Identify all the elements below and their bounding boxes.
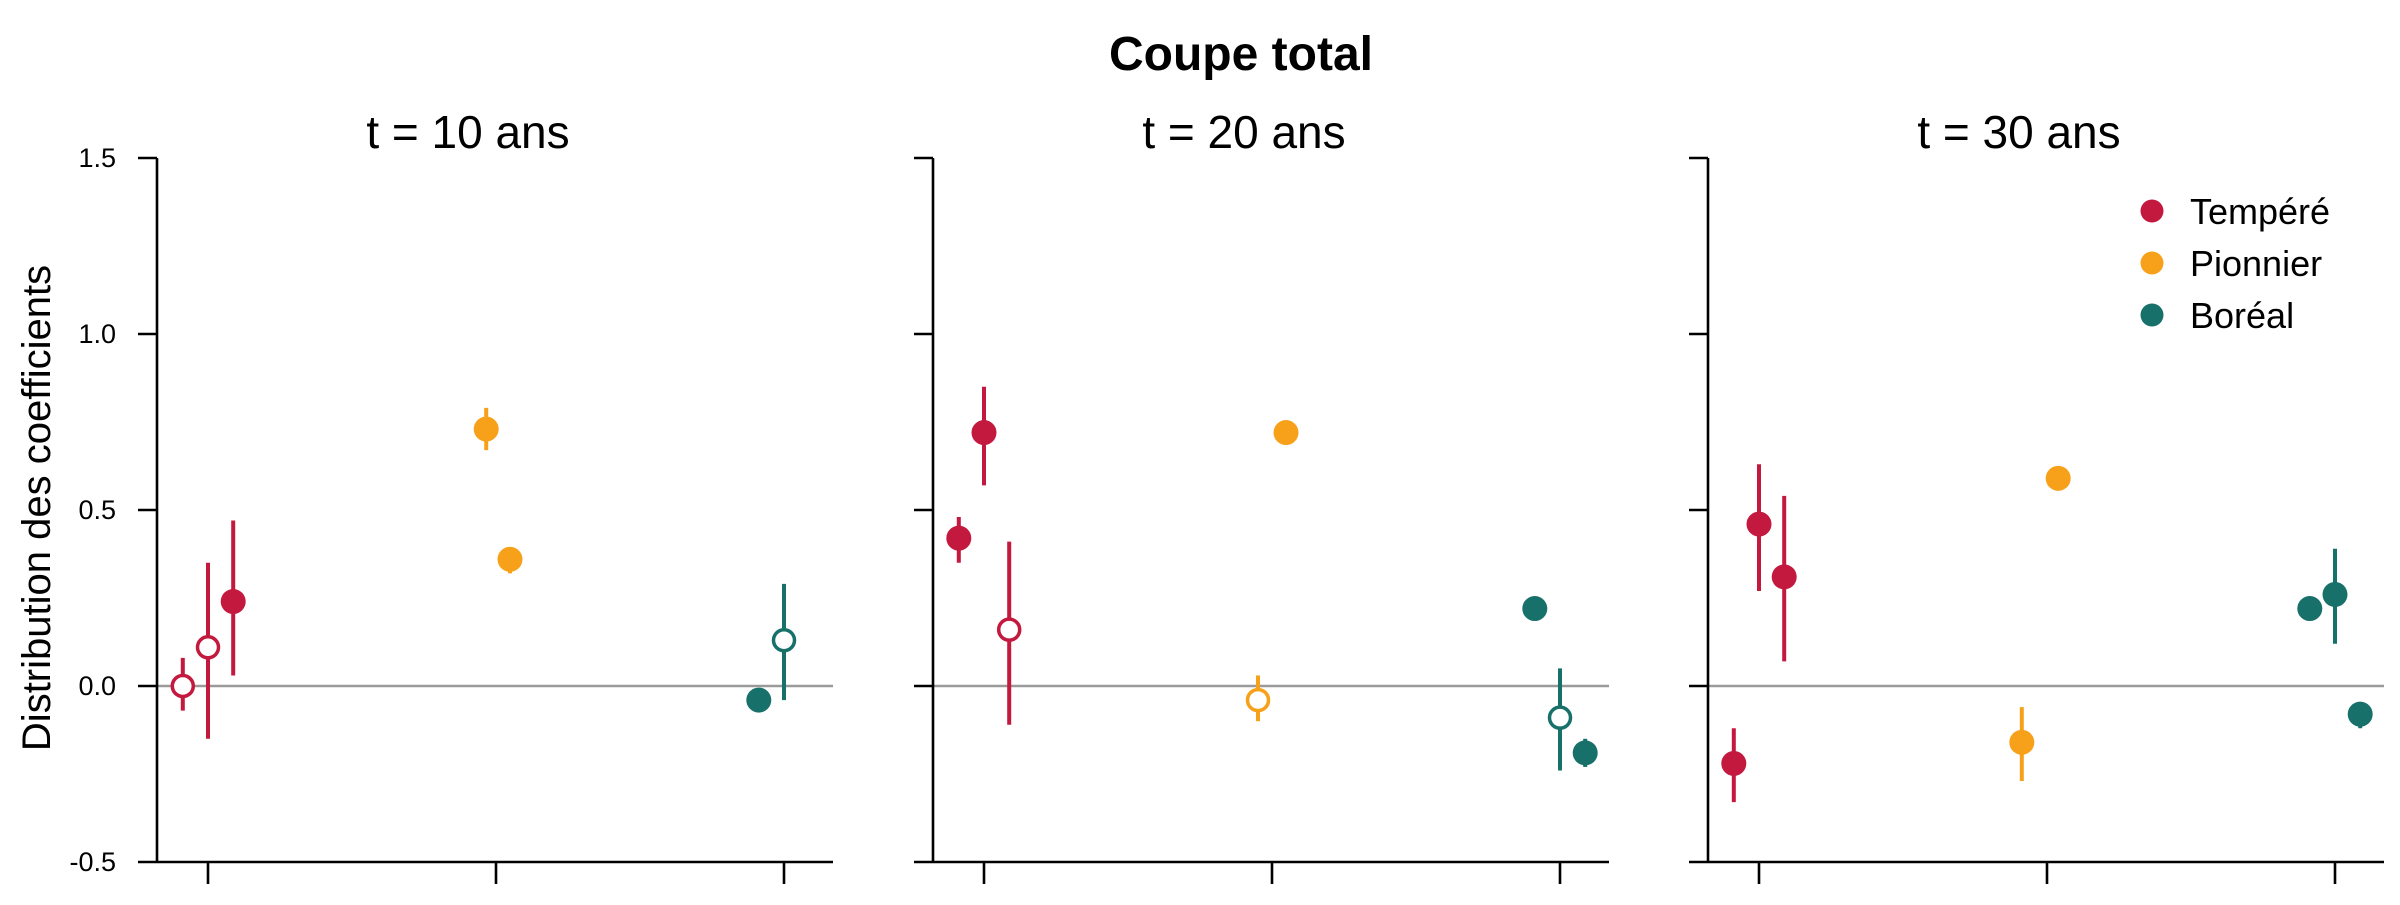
data-point [1522, 596, 1548, 622]
data-point-group [1746, 464, 1772, 591]
data-point-group [2009, 707, 2035, 782]
data-point-group [195, 562, 221, 739]
data-point [746, 687, 772, 713]
data-point-group [220, 520, 246, 676]
data-point-group [946, 517, 972, 563]
legend-marker [2140, 251, 2164, 275]
data-point-group [473, 407, 499, 451]
data-point-open [195, 635, 221, 660]
data-point [1746, 511, 1772, 537]
data-point-open [170, 673, 196, 699]
data-point [473, 416, 499, 442]
panel-title: t = 10 ans [366, 106, 569, 158]
data-point-group [1522, 596, 1548, 622]
data-point-group [771, 583, 797, 701]
chart-title: Coupe total [1109, 28, 1373, 81]
data-point-group [1572, 738, 1598, 767]
panel-title: t = 20 ans [1142, 106, 1345, 158]
data-point [2347, 701, 2373, 727]
data-point-group [2297, 596, 2323, 622]
data-point [1721, 750, 1747, 776]
data-point [2009, 729, 2035, 755]
data-point [2045, 465, 2071, 491]
data-point [2297, 596, 2323, 622]
data-point [1572, 740, 1598, 766]
data-point [2322, 581, 2348, 607]
data-point-group [1245, 675, 1271, 722]
data-point [1273, 420, 1299, 446]
y-tick-label: 0.5 [78, 495, 116, 525]
legend-label: Boréal [2190, 295, 2294, 336]
legend-marker [2140, 303, 2164, 327]
data-point-open [1547, 705, 1573, 730]
data-point-group [1771, 495, 1797, 662]
panel-1: t = 10 ans -0.5 0.0 0.5 1.0 1.5 [69, 106, 833, 884]
y-axis-label: Distribution des coefficients [15, 265, 59, 751]
data-point-open [996, 617, 1022, 642]
panel-title: t = 30 ans [1917, 106, 2120, 158]
data-point-group [2347, 701, 2373, 729]
panels-group: t = 10 ans -0.5 0.0 0.5 1.0 1.5 t = 20 ans t = … [69, 106, 2384, 884]
data-point-group [1547, 668, 1573, 771]
panel-2: t = 20 ans [914, 106, 1609, 884]
data-point-group [170, 657, 196, 711]
legend-label: Pionnier [2190, 243, 2322, 284]
data-point-group [746, 687, 772, 713]
data-point [946, 525, 972, 551]
data-point-group [2322, 548, 2348, 644]
data-point-group [971, 386, 997, 486]
y-tick-label: -0.5 [69, 847, 116, 877]
data-point-group [996, 541, 1022, 725]
legend-label: Tempéré [2190, 191, 2330, 232]
data-point-open [1245, 687, 1271, 713]
data-point-group [497, 546, 523, 574]
data-point-group [2045, 465, 2071, 491]
data-point [497, 546, 523, 572]
data-point [220, 589, 246, 615]
y-tick-label: 1.0 [78, 319, 116, 349]
data-point-group [1721, 728, 1747, 803]
legend: Tempéré Pionnier Boréal [2140, 191, 2330, 336]
data-point-group [1273, 420, 1299, 446]
data-point-open [771, 627, 797, 653]
panel-3: t = 30 ans [1689, 106, 2384, 884]
legend-marker [2140, 199, 2164, 223]
y-tick-label: 0.0 [78, 671, 116, 701]
data-point [1771, 564, 1797, 590]
y-tick-label: 1.5 [78, 143, 116, 173]
data-point [971, 420, 997, 446]
